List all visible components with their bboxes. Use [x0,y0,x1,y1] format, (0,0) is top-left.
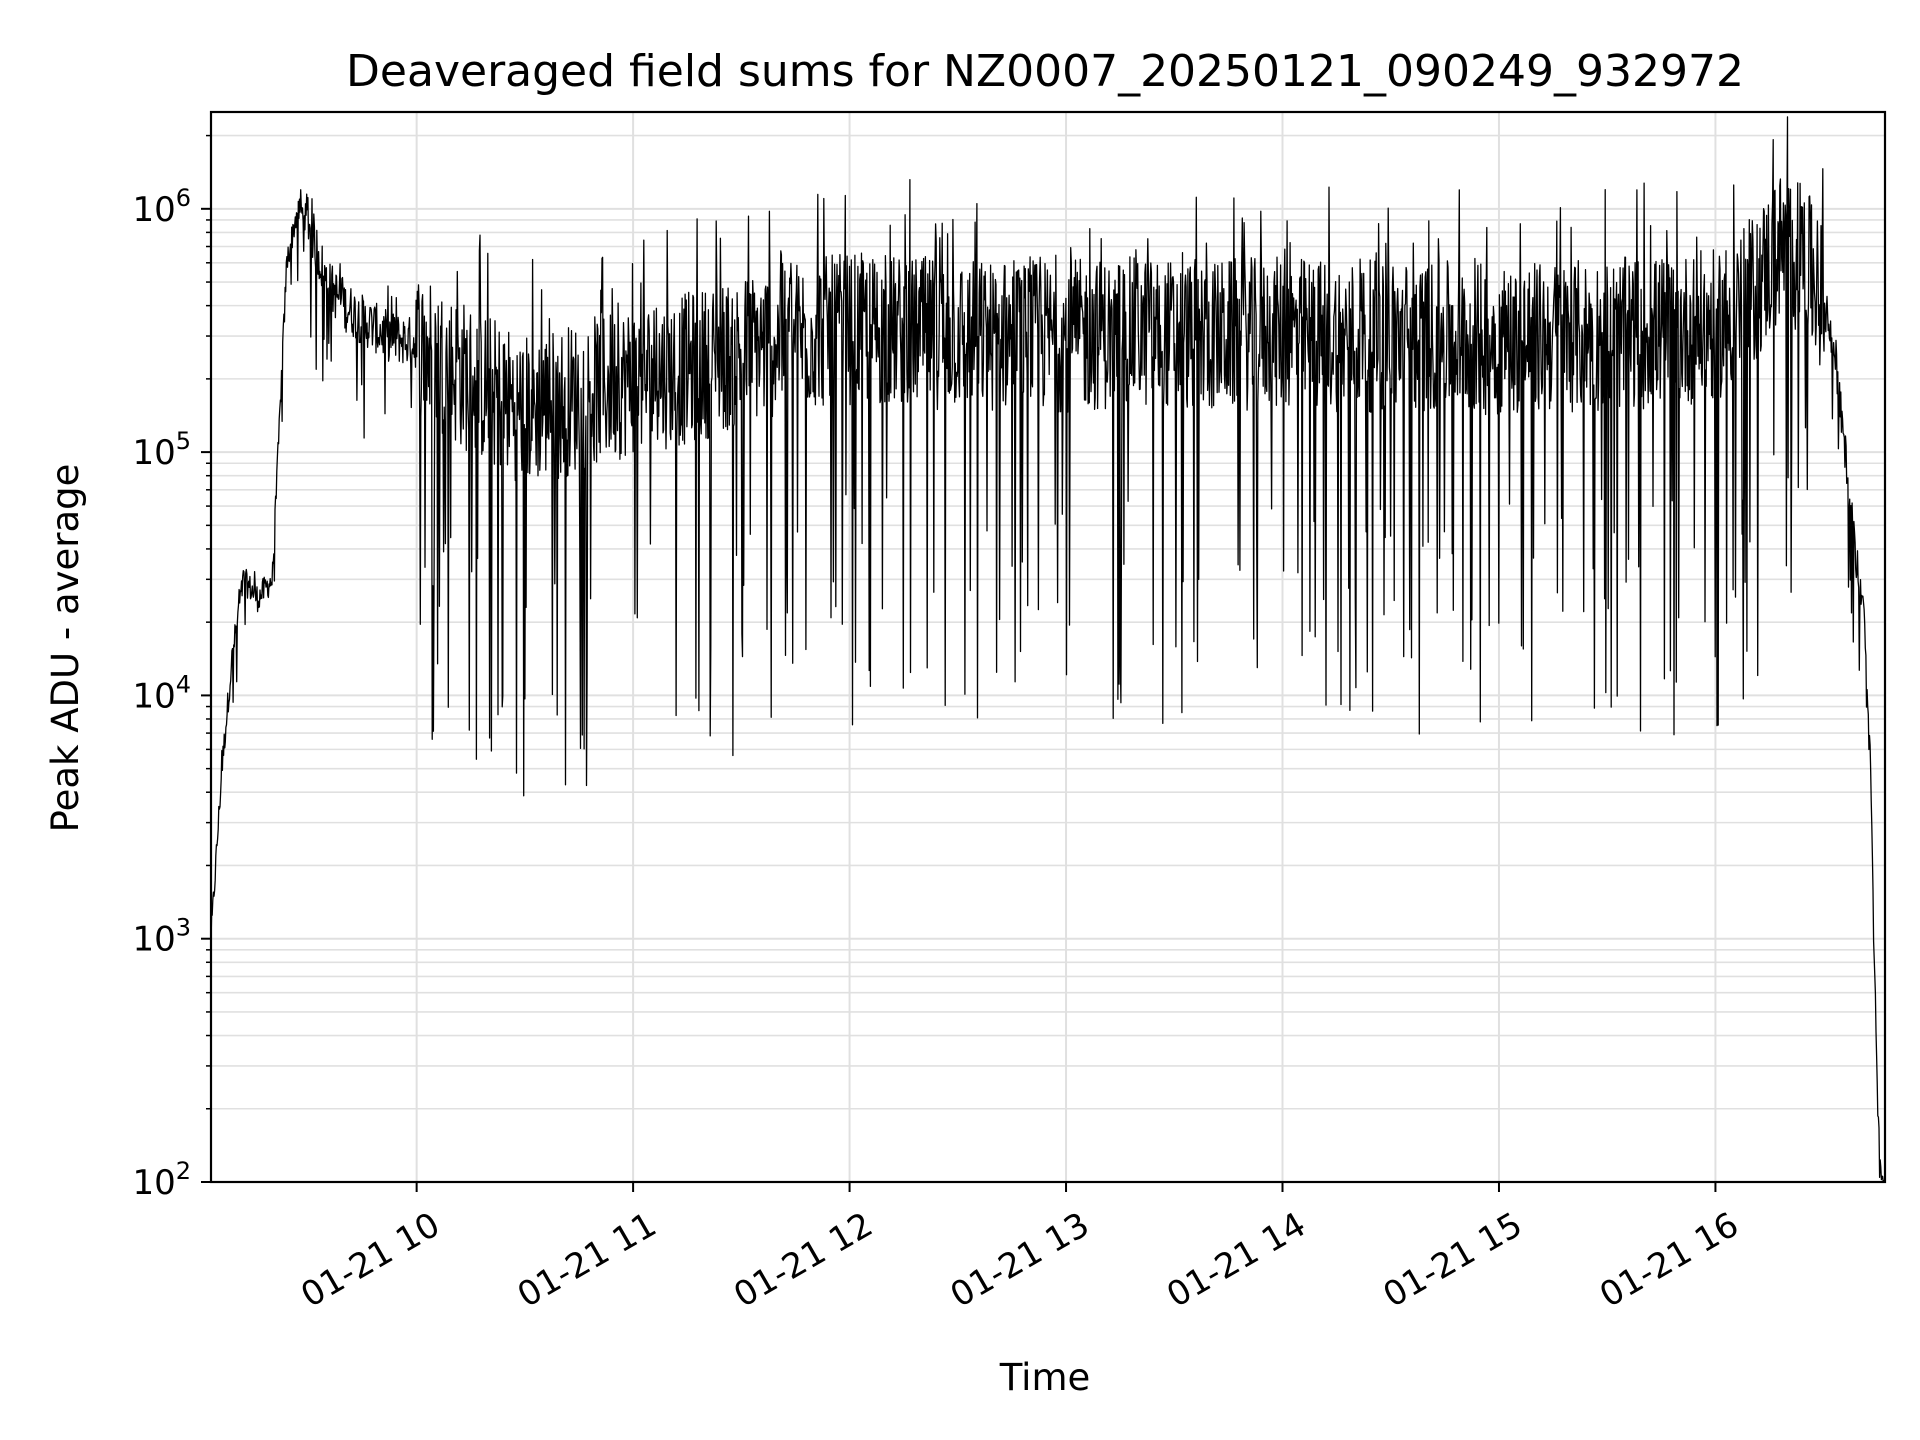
y-tick-label: 102 [132,1157,191,1203]
y-axis: 102 103 104 105 106 [132,134,211,1203]
y-tick-label: 105 [132,427,191,473]
y-tick-label: 104 [132,670,191,716]
x-axis-label: Time [999,1356,1091,1399]
y-tick-label: 106 [132,184,191,230]
y-axis-label: Peak ADU - average [44,464,87,833]
series-line [210,116,1886,1183]
plot-area [210,116,1886,1183]
chart-title: Deaveraged field sums for NZ0007_2025012… [346,46,1744,97]
y-tick-label: 103 [132,914,191,960]
plot-frame [209,110,1887,1184]
